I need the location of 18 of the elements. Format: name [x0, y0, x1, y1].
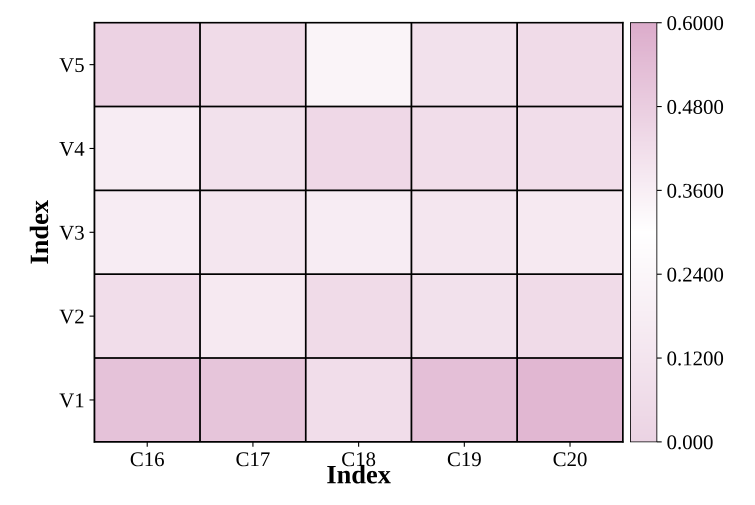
y-tick-label: V2	[59, 310, 84, 324]
y-tick-label: V1	[59, 393, 84, 408]
x-tick-label: C19	[448, 452, 481, 466]
color-bar-label: 0.000	[667, 435, 713, 450]
x-tick-label: C18	[342, 452, 376, 466]
y-tick-label: V3	[59, 226, 84, 240]
y-tick-label: V4	[59, 142, 84, 156]
y-tick-label: V5	[59, 58, 84, 72]
color-bar-label: 0.1200	[667, 351, 724, 366]
x-axis-title: Index	[327, 464, 391, 484]
color-bar-label: 0.2400	[667, 268, 724, 282]
color-bar-label: 0.4800	[667, 100, 724, 114]
x-tick-label: C17	[236, 452, 270, 466]
color-bar-label: 0.6000	[667, 16, 724, 30]
x-tick-label: C20	[554, 452, 587, 466]
y-axis-title: Index	[30, 200, 48, 264]
color-bar-label: 0.3600	[667, 184, 724, 198]
x-tick-label: C16	[130, 452, 164, 466]
